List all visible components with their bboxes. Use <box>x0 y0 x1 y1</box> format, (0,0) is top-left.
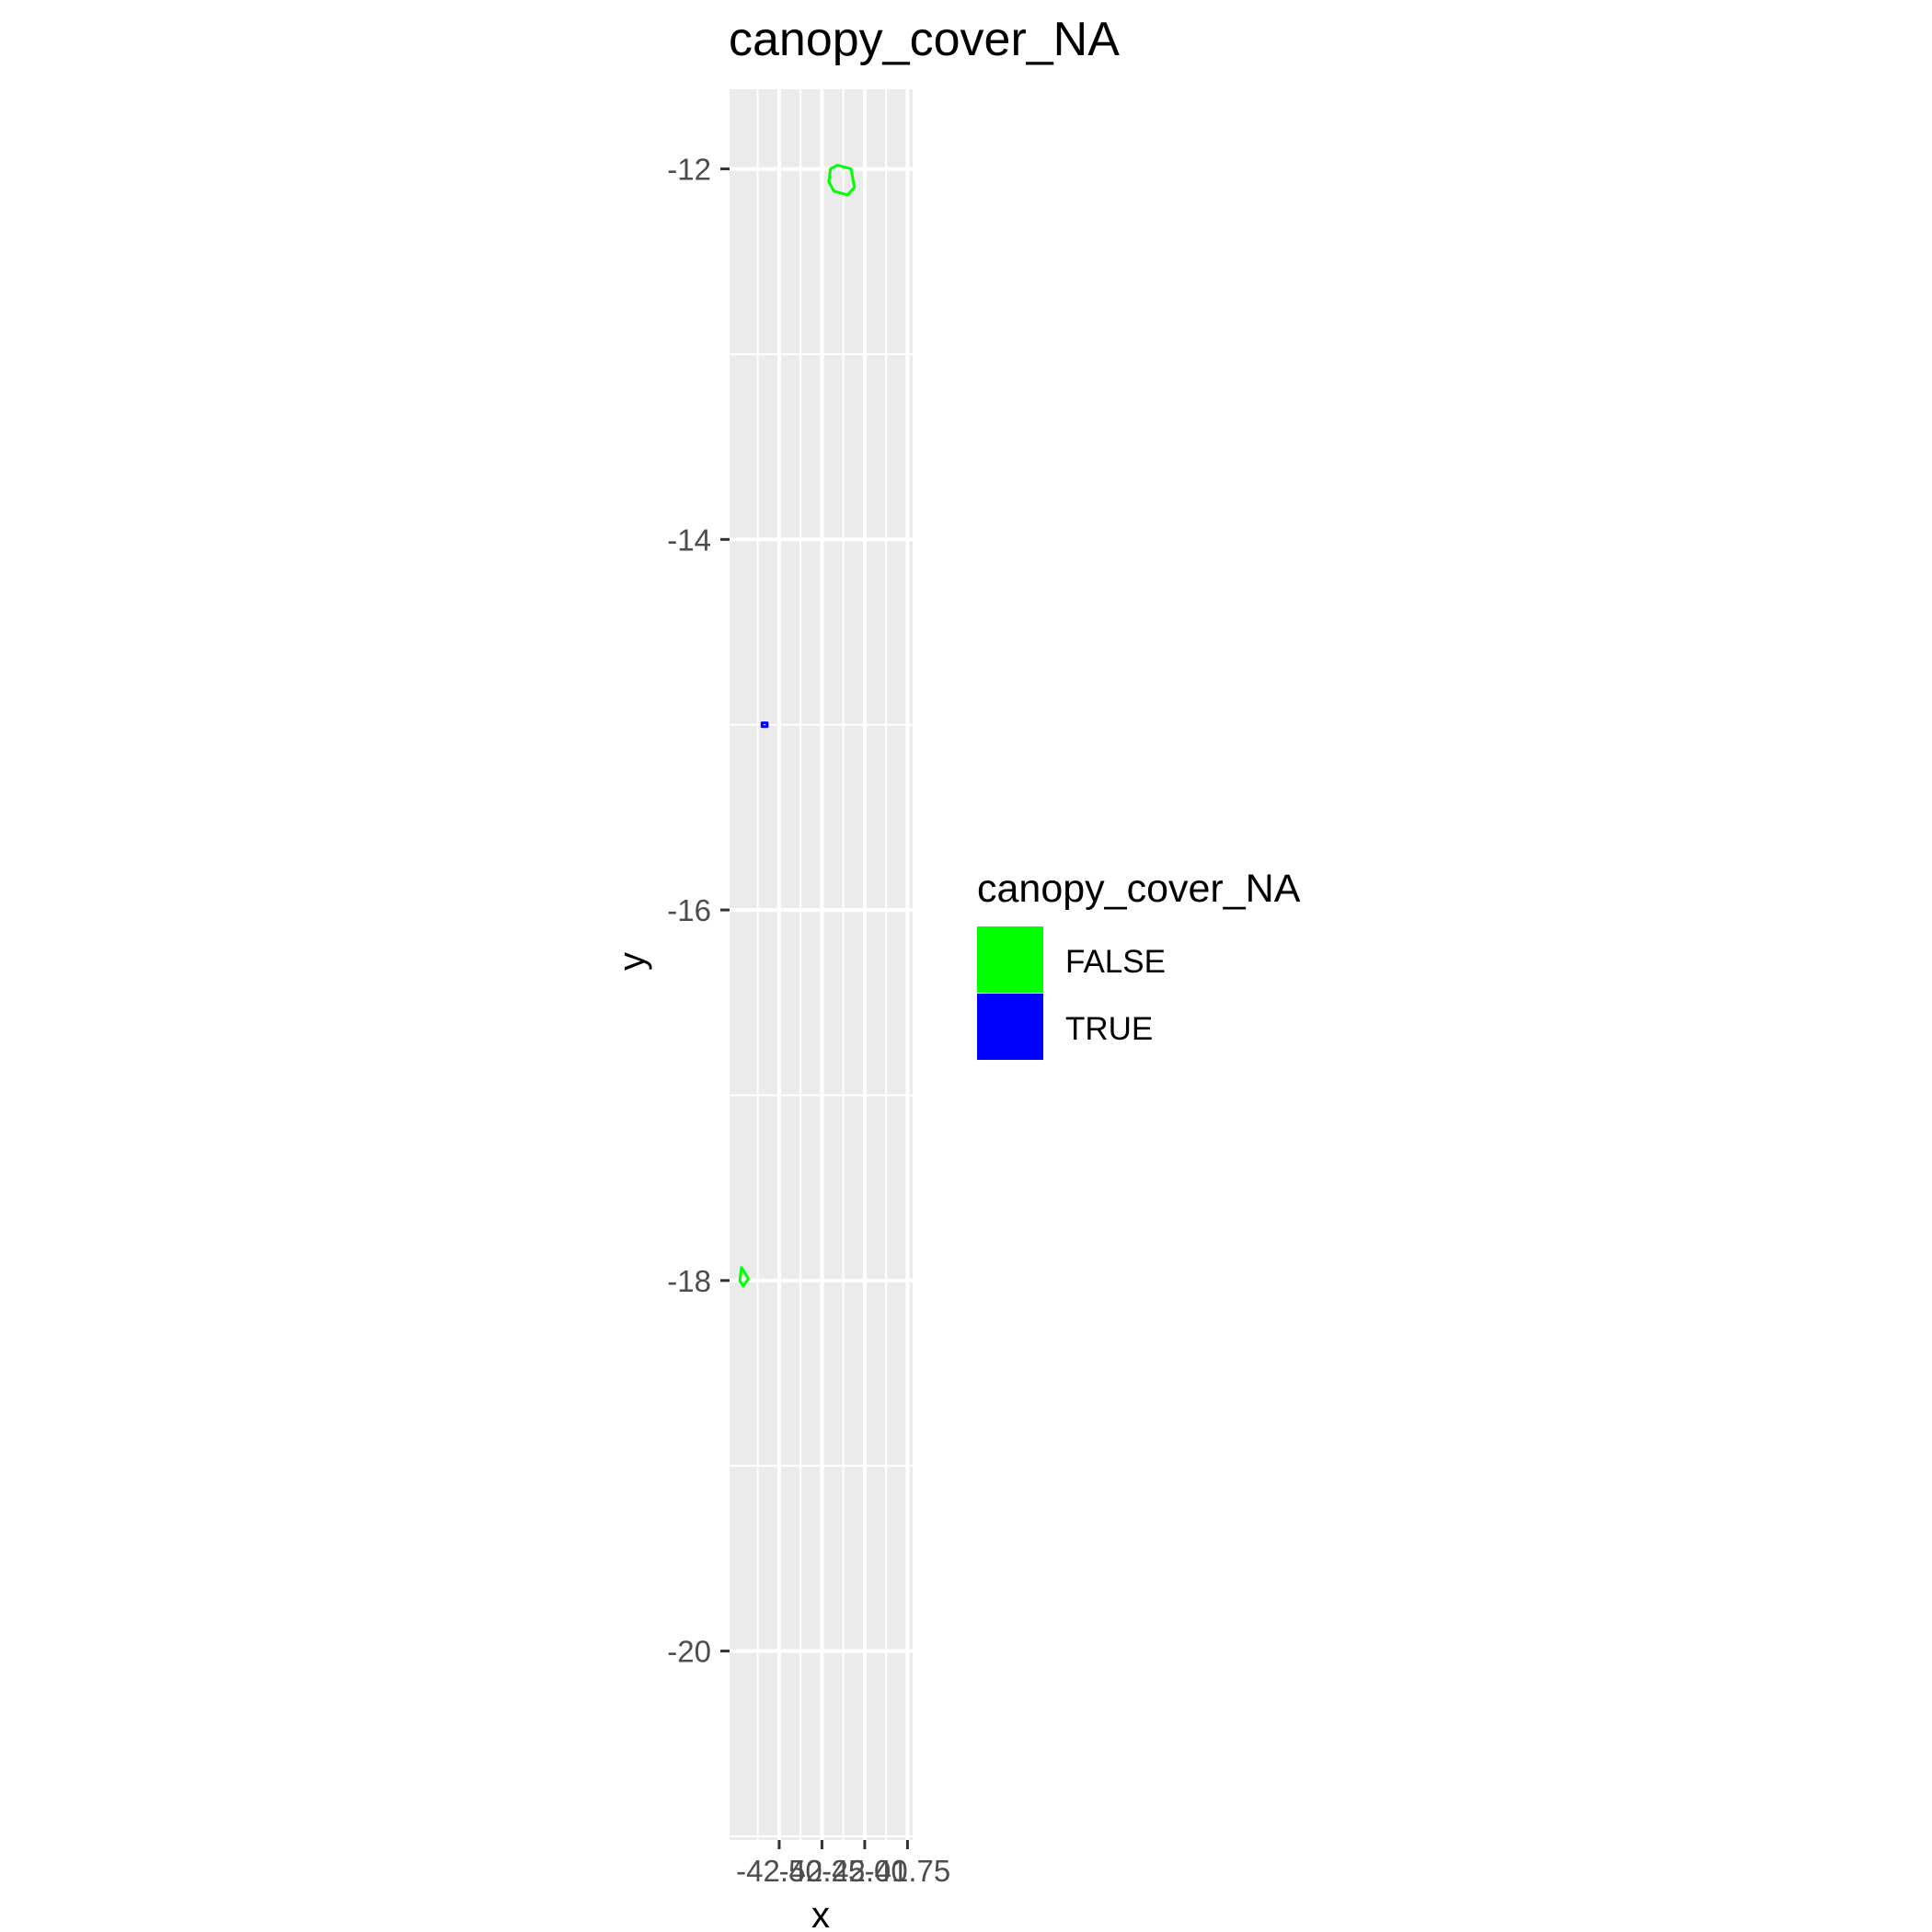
y-axis-title: y <box>612 952 652 971</box>
chart-title: canopy_cover_NA <box>729 13 1120 66</box>
y-tick-label: -14 <box>667 523 711 557</box>
x-axis: -42.50-42.25-42.00-41.75 <box>736 1840 950 1888</box>
x-tick-label: -41.75 <box>865 1854 951 1888</box>
y-tick-label: -20 <box>667 1635 711 1669</box>
y-axis: -12 -14 -16 -18 -20 <box>667 153 730 1669</box>
x-axis-title: x <box>811 1895 830 1932</box>
y-tick-label: -18 <box>667 1264 711 1298</box>
legend-label-false: FALSE <box>1065 944 1166 980</box>
legend-key-false <box>977 926 1043 993</box>
y-tick-label: -16 <box>667 893 711 927</box>
legend-key-true <box>977 994 1043 1060</box>
y-tick-label: -12 <box>667 153 711 187</box>
legend: canopy_cover_NA FALSE TRUE <box>977 867 1301 1060</box>
legend-title: canopy_cover_NA <box>977 867 1301 911</box>
legend-label-true: TRUE <box>1065 1011 1153 1047</box>
